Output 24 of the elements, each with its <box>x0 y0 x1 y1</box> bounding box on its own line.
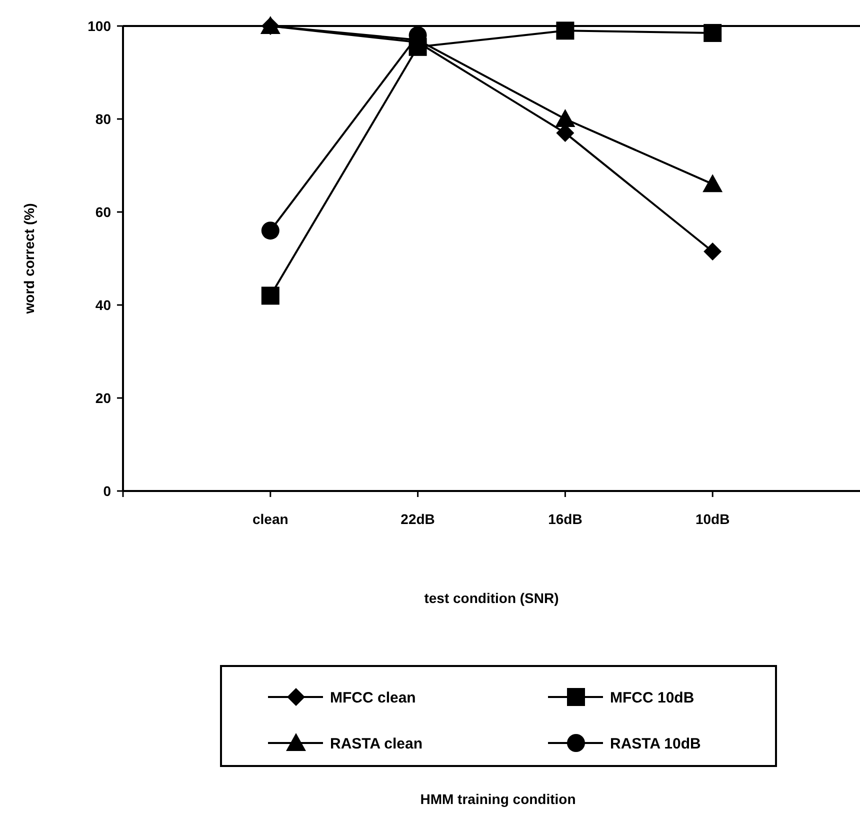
y-tick-label: 80 <box>95 110 112 127</box>
y-tick-label: 0 <box>103 482 112 499</box>
x-tick-label: 16dB <box>548 511 582 527</box>
y-tick-label: 60 <box>95 204 112 220</box>
point <box>556 22 574 40</box>
y-tick-label: 20 <box>95 390 112 406</box>
point <box>261 222 280 240</box>
point <box>704 24 722 42</box>
legend-label: MFCC clean <box>330 689 416 706</box>
x-tick-label: 10dB <box>695 511 730 527</box>
legend-label: RASTA clean <box>330 735 423 752</box>
x-tick-label: 22dB <box>400 511 435 527</box>
point <box>261 286 280 305</box>
y-tick-label: 100 <box>88 18 112 34</box>
y-tick-label: 40 <box>95 296 112 313</box>
x-axis-title: test condition (SNR) <box>424 590 559 606</box>
legend-label: RASTA 10dB <box>610 735 702 752</box>
point <box>555 109 576 127</box>
x-tick-label: clean <box>252 511 288 527</box>
legend-label: MFCC 10dB <box>610 689 694 706</box>
y-axis-title: word correct (%) <box>21 203 37 315</box>
point <box>704 242 722 261</box>
point <box>702 174 723 192</box>
legend-title: HMM training condition <box>420 791 576 807</box>
